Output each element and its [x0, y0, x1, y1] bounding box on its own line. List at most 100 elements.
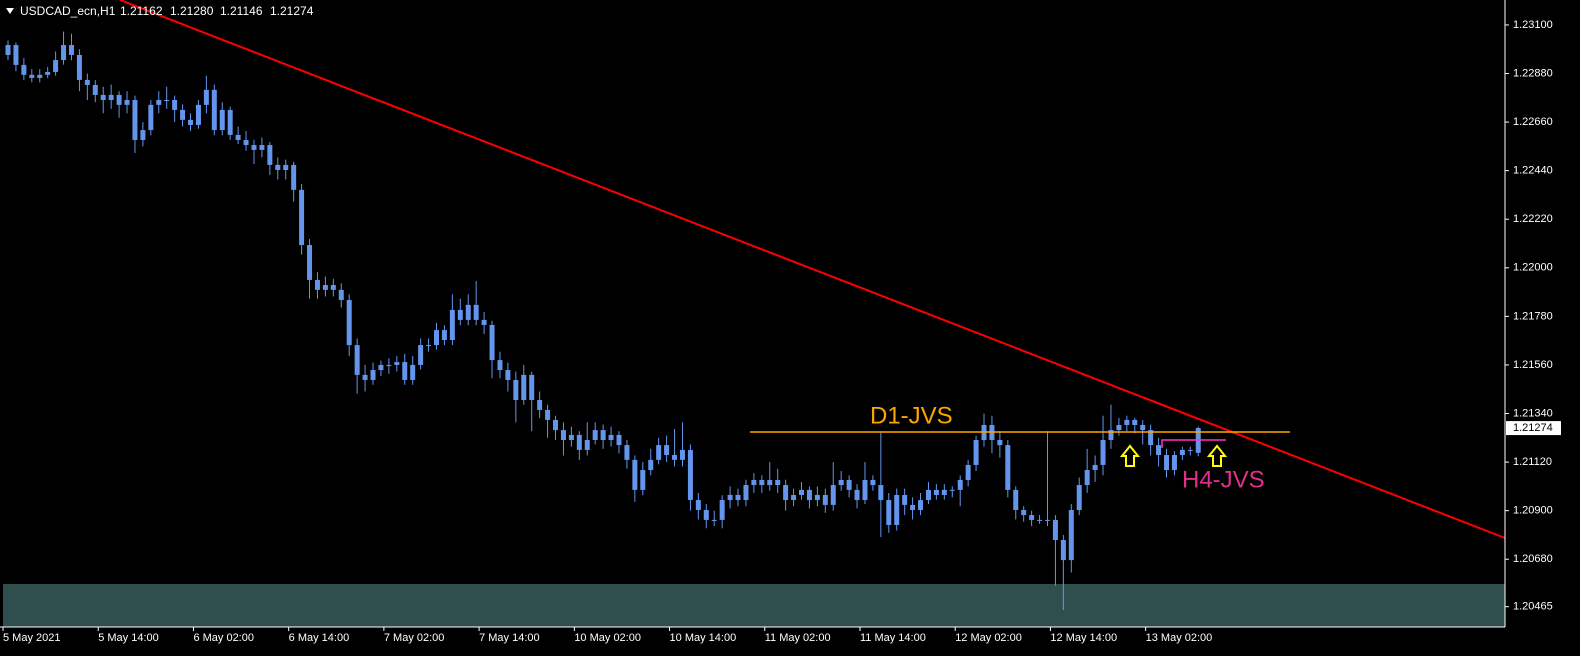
candle-body — [53, 60, 59, 72]
candle-body — [1076, 485, 1082, 510]
candle-body — [21, 64, 27, 75]
y-tick-label: 1.20465 — [1513, 601, 1553, 613]
candle-body — [1108, 430, 1114, 441]
candle-body — [727, 494, 733, 501]
candle-body — [291, 164, 297, 190]
candle-body — [5, 45, 11, 55]
candle-body — [925, 489, 931, 501]
candle-body — [195, 104, 201, 125]
candle-body — [846, 479, 852, 490]
candle-body — [251, 145, 257, 150]
annotation-label: H4-JVS — [1182, 466, 1265, 493]
candle-body — [933, 489, 939, 495]
candle-body — [330, 285, 336, 290]
candle-body — [910, 504, 916, 510]
candle-body — [84, 79, 90, 85]
y-tick-label: 1.22880 — [1513, 67, 1553, 79]
candle-body — [759, 479, 765, 486]
candle-body — [489, 324, 495, 361]
candle-body — [1187, 449, 1193, 451]
symbol: USDCAD_ecn,H1 — [20, 4, 116, 18]
candle-body — [235, 134, 241, 140]
candle-body — [275, 164, 281, 170]
candle-body — [949, 489, 955, 491]
y-tick-label: 1.21120 — [1513, 456, 1552, 468]
y-tick-label: 1.20900 — [1513, 505, 1553, 517]
candle-body — [775, 479, 781, 486]
candle-body — [394, 362, 400, 365]
candle-body — [941, 489, 947, 495]
candle-body — [100, 94, 106, 101]
candle-body — [418, 345, 424, 365]
menu-triangle[interactable] — [6, 8, 14, 14]
annotation-label: D1-JVS — [870, 402, 953, 429]
candle-body — [378, 364, 384, 371]
candle-body — [743, 485, 749, 501]
candle-body — [783, 485, 789, 501]
candle-body — [1132, 419, 1138, 425]
candle-body — [227, 109, 233, 135]
candle-body — [1140, 424, 1146, 431]
y-tick-label: 1.21780 — [1513, 310, 1553, 322]
y-tick-label: 1.21340 — [1513, 407, 1553, 419]
candle-body — [830, 485, 836, 505]
candle-body — [259, 145, 265, 150]
x-tick-label: 6 May 14:00 — [289, 632, 350, 644]
candle-body — [180, 109, 186, 120]
candle-body — [902, 494, 908, 505]
candle-body — [164, 100, 170, 102]
candle-body — [711, 519, 717, 521]
candle-body — [751, 479, 757, 486]
candle-body — [29, 74, 35, 78]
candle-body — [1124, 419, 1130, 425]
candle-body — [1171, 455, 1177, 471]
ohlc-open: 1.21162 — [120, 4, 163, 18]
candle-body — [894, 494, 900, 526]
x-tick-label: 10 May 14:00 — [670, 632, 737, 644]
candle-body — [735, 494, 741, 501]
candle-body — [648, 459, 654, 471]
candle-body — [1037, 519, 1043, 521]
candle-body — [521, 374, 527, 401]
candle-body — [529, 374, 535, 401]
candle-body — [703, 509, 709, 520]
candle-body — [965, 464, 971, 480]
candle-body — [457, 309, 463, 320]
candle-body — [211, 89, 217, 131]
candle-body — [283, 164, 289, 170]
candle-body — [505, 370, 511, 380]
candle-body — [148, 104, 154, 131]
y-tick-label: 1.21560 — [1513, 359, 1553, 371]
candle-body — [132, 100, 138, 140]
candle-body — [838, 479, 844, 486]
candle-body — [188, 119, 194, 125]
candle-body — [997, 440, 1003, 446]
candle-body — [592, 430, 598, 441]
candle-body — [1052, 519, 1058, 541]
candle-body — [370, 370, 376, 380]
candle-body — [791, 494, 797, 501]
candle-body — [465, 304, 471, 320]
candle-body — [449, 309, 455, 340]
candle-body — [719, 500, 725, 520]
candle-body — [973, 440, 979, 465]
candle-body — [513, 379, 519, 401]
candle-body — [656, 445, 662, 460]
candle-body — [886, 500, 892, 526]
candle-body — [576, 434, 582, 450]
candle-body — [140, 130, 146, 140]
candle-body — [346, 300, 352, 346]
arrow — [1206, 444, 1228, 467]
candle-body — [918, 500, 924, 510]
candle-body — [243, 139, 249, 146]
candle-body — [124, 100, 130, 105]
x-tick-label: 5 May 14:00 — [98, 632, 159, 644]
candle-body — [314, 279, 320, 290]
candle-body — [219, 109, 225, 131]
ohlc-high: 1.21280 — [170, 4, 214, 18]
ohlc-low: 1.21146 — [220, 4, 263, 18]
x-tick-label: 7 May 14:00 — [479, 632, 540, 644]
candle-body — [814, 494, 820, 501]
